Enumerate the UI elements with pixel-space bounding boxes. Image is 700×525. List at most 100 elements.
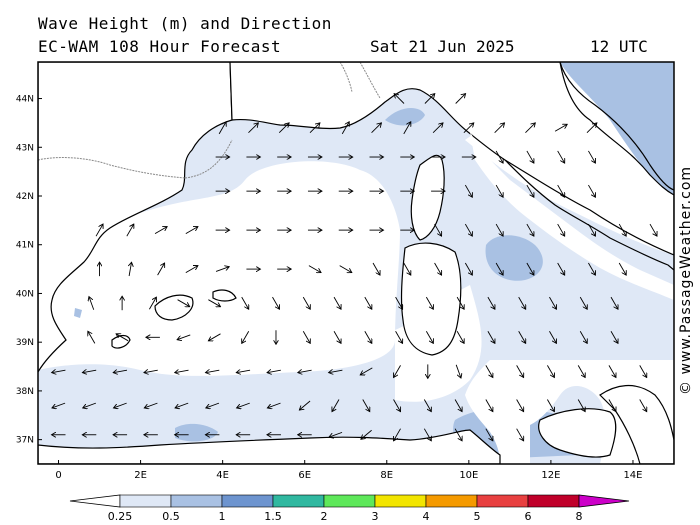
map-frame-content — [38, 62, 674, 464]
wave-arrow — [218, 122, 226, 135]
legend-max-arrow — [578, 494, 630, 508]
wave-arrow — [464, 223, 472, 236]
wave-arrow — [434, 223, 442, 236]
wave-arrow — [308, 265, 321, 273]
wave-arrow — [236, 370, 251, 372]
wave-arrow — [88, 331, 96, 344]
legend-swatch — [476, 494, 529, 508]
wave-arrow — [485, 365, 493, 377]
wave-arrow — [403, 262, 411, 275]
wave-arrow — [299, 400, 311, 410]
wave-arrow — [487, 296, 495, 309]
legend-swatch — [425, 494, 478, 508]
wave-arrow — [237, 402, 250, 408]
wave-arrow — [495, 150, 503, 163]
wave-arrow — [242, 331, 250, 343]
wave-arrow — [526, 262, 534, 275]
legend-swatch — [374, 494, 427, 508]
coast-adriatic — [559, 62, 674, 191]
wave-arrow — [586, 123, 597, 134]
wave-arrow — [206, 402, 220, 408]
wave-arrow — [423, 399, 431, 411]
wave-arrow — [267, 402, 281, 408]
wave-arrow — [393, 399, 401, 411]
wave-arrow — [432, 123, 443, 134]
wave-arrow — [154, 227, 167, 234]
lat-label: 44N — [16, 95, 34, 105]
wave-arrow — [588, 262, 595, 275]
wave-arrow — [455, 94, 466, 104]
wave-arrow — [557, 184, 565, 197]
wave-arrow — [608, 365, 616, 377]
lat-label: 40N — [16, 289, 34, 299]
wave-arrow — [639, 399, 647, 411]
legend-tick-label: 4 — [423, 510, 430, 523]
lon-label: 12E — [541, 470, 560, 481]
lat-label: 39N — [16, 338, 34, 348]
wave-arrow — [547, 399, 554, 411]
lat-label: 38N — [16, 387, 34, 397]
land-mallorca — [154, 294, 194, 321]
wave-arrow — [208, 333, 221, 341]
wave-arrow — [424, 94, 435, 104]
wave-arrow — [362, 399, 370, 411]
lon-label: 6E — [298, 470, 311, 481]
wave-arrow — [618, 262, 626, 275]
wave-arrow — [371, 123, 382, 134]
wave-arrow — [267, 370, 281, 372]
wave-arrow — [298, 370, 312, 372]
wave-arrow — [215, 267, 229, 272]
legend-swatch — [323, 494, 376, 508]
wave-arrow — [339, 265, 352, 273]
legend-tick-label: 5 — [474, 510, 481, 523]
lat-label: 41N — [16, 241, 34, 251]
wave-arrow — [494, 123, 505, 134]
wave-arrow — [618, 223, 626, 236]
wave-arrow — [454, 399, 462, 411]
legend-tick-label: 6 — [525, 510, 532, 523]
lon-label: 8E — [380, 470, 393, 481]
wave-arrow — [639, 365, 647, 377]
wave-arrow — [205, 370, 220, 372]
wave-arrow — [144, 402, 158, 408]
wave-arrow — [248, 123, 258, 134]
wave-direction-arrows — [52, 94, 657, 441]
wave-arrow — [126, 224, 134, 237]
wave-arrow — [588, 223, 595, 236]
wave-arrow — [185, 266, 198, 273]
wave-arrow — [278, 123, 289, 134]
wave-arrow — [463, 123, 474, 134]
wave-arrow — [495, 223, 503, 236]
legend-swatch — [272, 494, 325, 508]
wave-arrow — [157, 263, 165, 276]
wave-arrow — [185, 227, 198, 234]
wave-arrow — [364, 296, 372, 309]
wave-arrow — [579, 331, 587, 343]
wave-arrow — [364, 331, 372, 343]
map-title: Wave Height (m) and Direction — [38, 14, 332, 33]
wave-arrow — [394, 94, 405, 104]
country-borders — [38, 62, 381, 179]
wave-arrow — [487, 331, 495, 343]
wave-arrow — [588, 150, 595, 163]
lon-label: 4E — [216, 470, 229, 481]
wave-arrow — [608, 399, 616, 411]
land-north-africa — [38, 429, 501, 464]
wave-arrow — [516, 428, 524, 441]
wave-arrow — [116, 334, 129, 342]
wave-arrow — [89, 297, 95, 310]
wave-arrow — [456, 296, 464, 309]
wave-arrow — [549, 331, 556, 343]
wave-arrow — [579, 296, 587, 309]
wave-arrow — [360, 367, 373, 375]
wave-arrow — [526, 184, 534, 197]
wave-arrow — [549, 296, 556, 309]
wave-arrow — [557, 223, 565, 236]
wave-arrow — [329, 370, 343, 372]
wave-arrow — [372, 262, 380, 275]
wave-arrow — [588, 184, 595, 197]
wave-arrow — [175, 370, 189, 372]
wave-arrow — [83, 402, 97, 408]
wave-arrow — [516, 365, 524, 377]
